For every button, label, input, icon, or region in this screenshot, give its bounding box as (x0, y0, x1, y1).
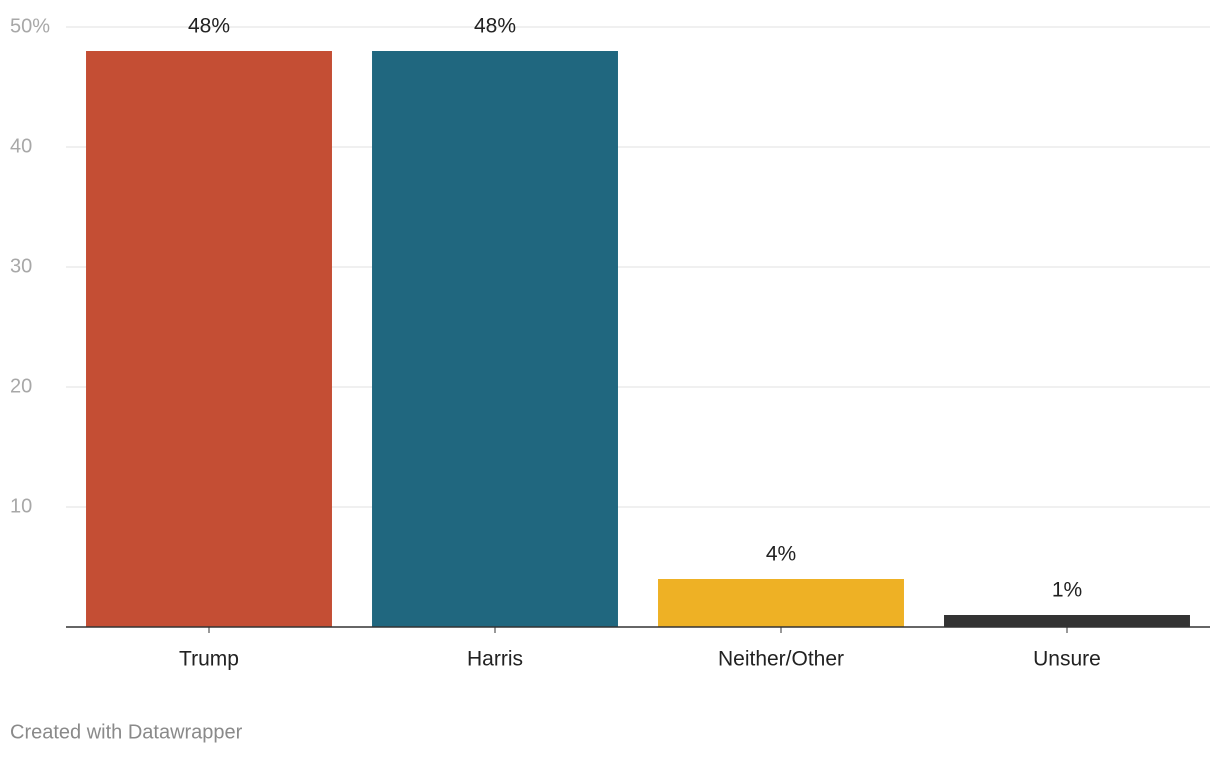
y-tick-label: 20 (10, 375, 32, 397)
y-tick-label: 50% (10, 15, 50, 37)
x-tick-label: Unsure (1033, 648, 1101, 671)
value-label: 1% (1052, 579, 1082, 602)
y-tick-label: 40 (10, 135, 32, 157)
bar (86, 51, 332, 627)
bar (372, 51, 618, 627)
bar (944, 615, 1190, 627)
value-label: 48% (474, 15, 516, 38)
footer: Created with Datawrapper (10, 721, 243, 743)
value-label: 4% (766, 543, 796, 566)
x-tick-label: Harris (467, 648, 523, 671)
y-tick-label: 30 (10, 255, 32, 277)
y-tick-label: 10 (10, 495, 32, 517)
x-tick-label: Trump (179, 648, 239, 671)
bar (658, 579, 904, 627)
x-tick-label: Neither/Other (718, 648, 844, 671)
value-label: 48% (188, 15, 230, 38)
